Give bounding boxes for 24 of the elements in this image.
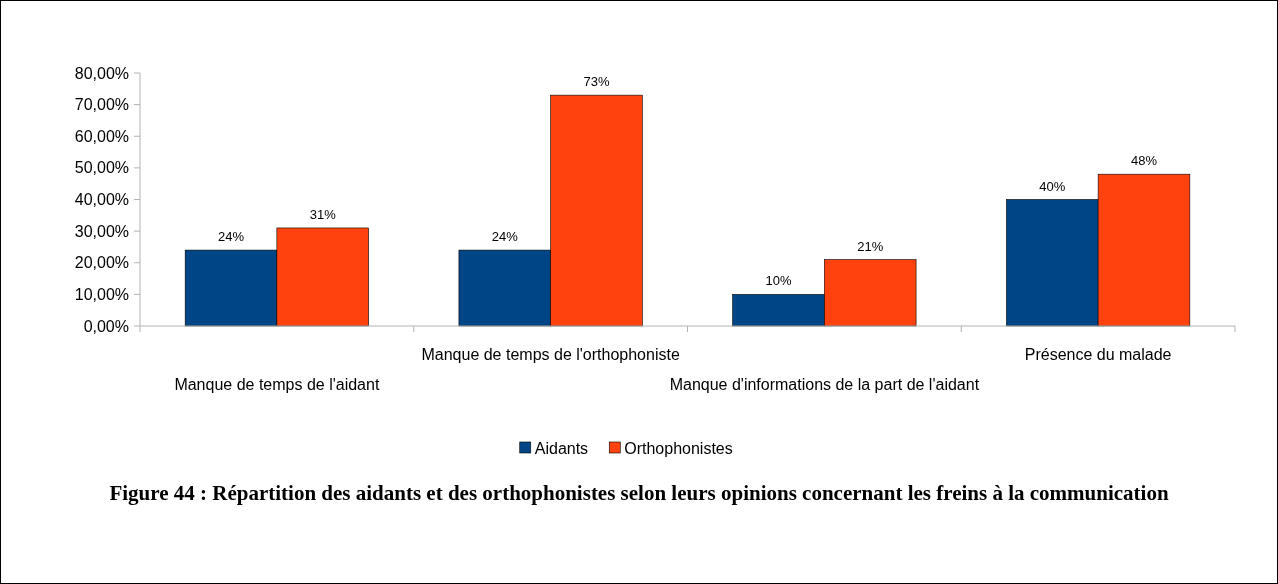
data-label: 24%	[218, 229, 245, 245]
data-label: 10%	[765, 273, 792, 289]
y-tick-label: 30,00%	[74, 222, 129, 240]
x-tick-label: Manque de temps de l'orthophoniste	[421, 346, 680, 363]
data-label: 31%	[309, 206, 337, 222]
x-tick-label: Manque de temps de l'aidant	[174, 376, 380, 393]
data-label: 40%	[1039, 178, 1066, 194]
data-label: 73%	[583, 74, 610, 90]
y-tick-label: 50,00%	[74, 159, 129, 177]
y-tick-label: 40,00%	[74, 191, 129, 209]
data-label: 24%	[491, 229, 519, 245]
y-tick-label: 70,00%	[74, 96, 129, 114]
x-tick-label: Manque d'informations de la part de l'aidant	[669, 376, 980, 393]
y-tick-label: 60,00%	[74, 127, 129, 145]
y-tick-label: 10,00%	[74, 285, 129, 303]
y-tick-label: 0,00%	[83, 317, 129, 335]
data-label: 21%	[857, 238, 884, 254]
y-tick-label: 20,00%	[74, 254, 129, 272]
legend-label: Aidants	[534, 439, 589, 457]
legend-label: Orthophonistes	[624, 439, 733, 457]
text: Figure 44 : Répartition des aidants et des orthophonistes selon leurs opinions concernant les freins à la communication	[109, 481, 1169, 505]
y-tick-label: 80,00%	[74, 64, 129, 82]
x-tick-label: Présence du malade	[1024, 346, 1172, 363]
data-label: 48%	[1130, 153, 1158, 169]
